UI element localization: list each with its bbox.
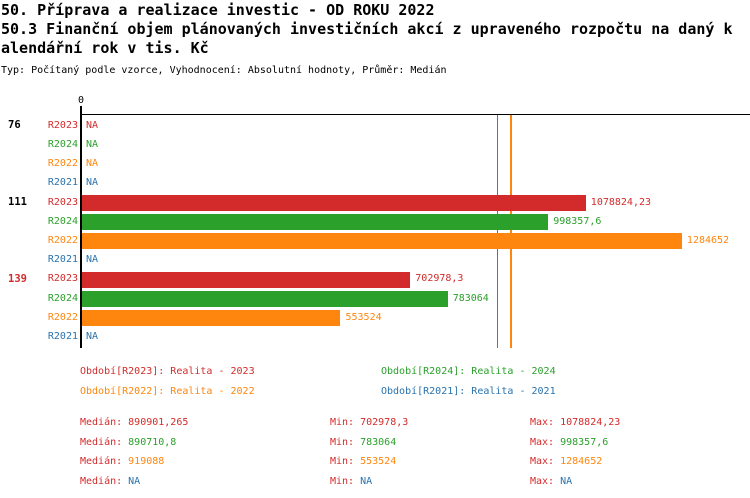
bar-R2023 <box>82 271 411 288</box>
bar-na-label: NA <box>86 119 99 131</box>
stat-min-green: Min: 783064 <box>330 437 396 448</box>
stat-median-blue: Medián: NA <box>80 476 140 487</box>
stat-min-label: Min: <box>330 476 355 488</box>
stat-max-value: NA <box>560 476 573 488</box>
bar-value-label: 998357,6 <box>553 215 602 227</box>
stat-min-value: 702978,3 <box>360 417 409 428</box>
stat-min-label: Min: <box>330 436 355 448</box>
stat-median-red: Medián: 890901,265 <box>80 417 188 428</box>
stat-max-green: Max: 998357,6 <box>530 437 608 448</box>
series-row-label: R2024 <box>47 215 78 227</box>
stat-max-label: Max: <box>530 417 555 428</box>
bar-R2022 <box>82 310 341 327</box>
stat-min-blue: Min: NA <box>330 476 372 487</box>
bar-na-label: NA <box>86 158 99 170</box>
bar-na-label: NA <box>86 254 99 266</box>
series-row-label: R2024 <box>47 138 78 150</box>
bar-na-label: NA <box>86 177 99 189</box>
stat-max-orange: Max: 1284652 <box>530 456 602 467</box>
bar-value-label: 783064 <box>452 292 489 304</box>
series-row-label: R2023 <box>47 119 78 131</box>
bar-R2023 <box>82 195 586 211</box>
report-title-line-2: 50.3 Finanční objem plánovaných investič… <box>1 20 733 38</box>
report-title-line-3: alendářní rok v tis. Kč <box>1 39 209 57</box>
stat-min-value: 783064 <box>360 436 397 448</box>
series-row-label: R2022 <box>47 158 78 170</box>
median-marker-line-green <box>496 115 499 348</box>
series-row-label: R2021 <box>47 330 78 342</box>
stat-min-value: 553524 <box>360 456 397 468</box>
stat-median-label: Medián: <box>80 436 123 448</box>
stat-max-value: 998357,6 <box>560 436 609 448</box>
bar-R2024 <box>82 214 549 231</box>
bar-value-label: 553524 <box>345 311 382 323</box>
stat-max-label: Max: <box>530 476 555 488</box>
bar-value-label: 1078824,23 <box>590 196 652 208</box>
bar-na-label: NA <box>86 330 99 342</box>
stat-min-label: Min: <box>330 417 355 428</box>
series-row-label: R2022 <box>47 234 78 246</box>
stat-median-label: Medián: <box>80 476 123 488</box>
stat-median-label: Medián: <box>80 456 123 468</box>
median-marker-line-orange <box>510 115 512 348</box>
series-row-label: R2023 <box>47 273 78 285</box>
stat-max-label: Max: <box>530 436 555 448</box>
y-axis-line <box>80 106 82 348</box>
bar-value-label: 1284652 <box>686 234 730 246</box>
x-axis-top-line <box>80 114 750 115</box>
stat-max-blue: Max: NA <box>530 476 572 487</box>
stat-min-orange: Min: 553524 <box>330 456 396 467</box>
series-row-label: R2022 <box>47 311 78 323</box>
stat-median-green: Medián: 890710,8 <box>80 437 176 448</box>
legend-item-blue: Období[R2021]: Realita - 2021 <box>381 386 556 397</box>
group-label: 76 <box>8 119 21 132</box>
stat-median-value: 890710,8 <box>128 436 177 448</box>
stat-min-value: NA <box>360 476 373 488</box>
stat-max-value: 1078824,23 <box>560 417 621 428</box>
stat-median-value: 919088 <box>128 456 165 468</box>
bar-R2024 <box>82 291 448 307</box>
group-label: 139 <box>8 272 27 285</box>
report-title-line-1: 50. Příprava a realizace investic - OD R… <box>1 1 435 19</box>
stat-median-value: 890901,265 <box>128 417 189 428</box>
series-row-label: R2021 <box>47 254 78 266</box>
series-row-label: R2021 <box>47 177 78 189</box>
stat-median-label: Medián: <box>80 417 123 428</box>
bar-R2022 <box>82 233 682 250</box>
series-row-label: R2024 <box>47 292 78 304</box>
legend-item-orange: Období[R2022]: Realita - 2022 <box>80 386 255 397</box>
stat-max-value: 1284652 <box>560 456 603 468</box>
bar-value-label: 702978,3 <box>415 273 464 285</box>
legend-item-red: Období[R2023]: Realita - 2023 <box>80 366 255 377</box>
report-subtitle: Typ: Počítaný podle vzorce, Vyhodnocení:… <box>1 65 447 76</box>
stat-median-value: NA <box>128 476 141 488</box>
stat-min-red: Min: 702978,3 <box>330 417 408 428</box>
stat-median-orange: Medián: 919088 <box>80 456 164 467</box>
x-axis-zero-tick-label: 0 <box>77 95 85 106</box>
legend-item-green: Období[R2024]: Realita - 2024 <box>381 366 556 377</box>
bar-na-label: NA <box>86 138 99 150</box>
group-label: 111 <box>8 196 27 208</box>
stat-max-red: Max: 1078824,23 <box>530 417 620 428</box>
stat-min-label: Min: <box>330 456 355 468</box>
series-row-label: R2023 <box>47 196 78 208</box>
stat-max-label: Max: <box>530 456 555 468</box>
